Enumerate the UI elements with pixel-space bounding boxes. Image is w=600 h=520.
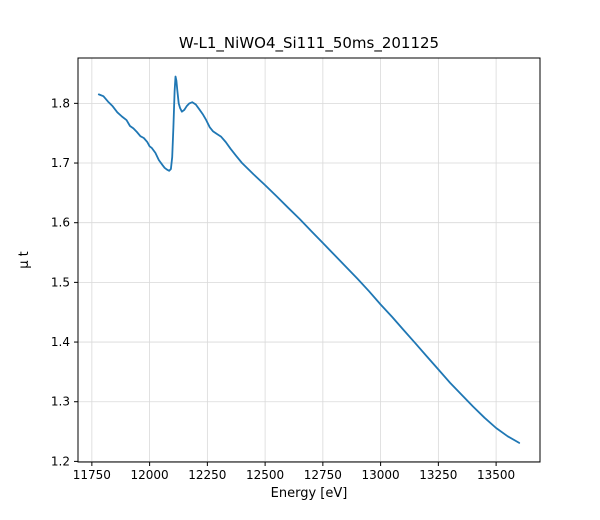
chart-title: W-L1_NiWO4_Si111_50ms_201125 [179,34,439,53]
x-tick-label: 13250 [419,468,457,482]
x-tick-label: 12000 [131,468,169,482]
x-axis-label: Energy [eV] [271,486,348,501]
y-tick-label: 1.6 [51,216,70,230]
plot-frame [77,57,541,463]
y-tick-label: 1.2 [51,454,70,468]
x-tick-label: 11750 [73,468,111,482]
y-tick-label: 1.3 [51,395,70,409]
x-tick-label: 12500 [246,468,284,482]
y-tick-label: 1.5 [51,275,70,289]
y-tick-label: 1.4 [51,335,70,349]
y-axis-label: μ t [17,251,32,269]
data-line [97,75,521,444]
y-tick-label: 1.8 [51,96,70,110]
x-tick-label: 12750 [304,468,342,482]
x-tick-label: 13500 [477,468,515,482]
x-tick-label: 13000 [362,468,400,482]
x-tick-label: 12250 [188,468,226,482]
y-tick-label: 1.7 [51,156,70,170]
plot-area: 11750 12000 12250 12500 12750 13000 13250 13500… [51,57,541,482]
